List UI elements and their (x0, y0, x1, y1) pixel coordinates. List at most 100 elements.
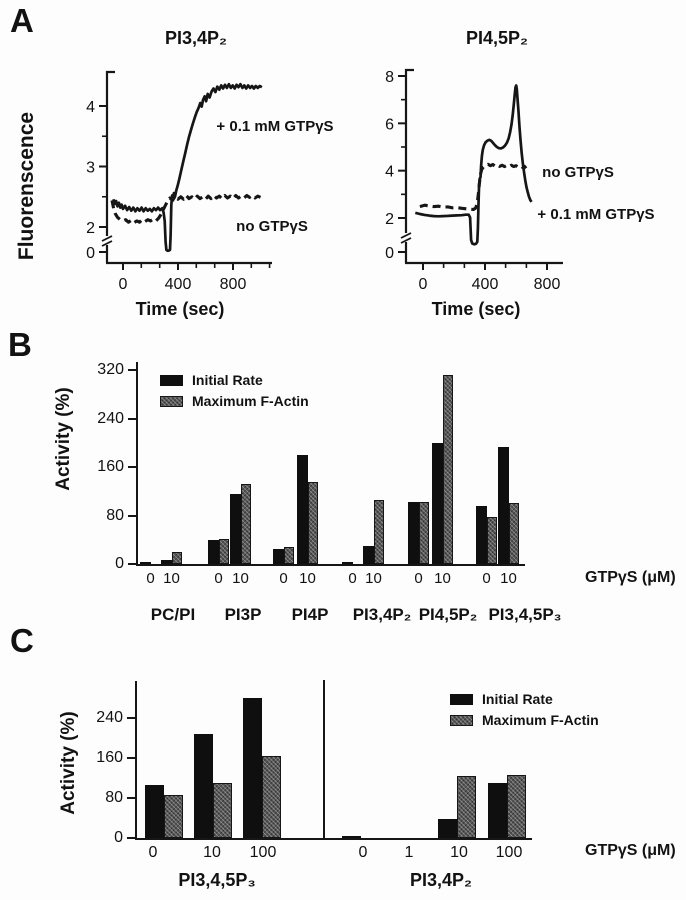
bar-initial-rate (140, 562, 151, 564)
lipid-group-label: PI3P (224, 605, 262, 624)
dose-label: 0 (146, 570, 155, 587)
y-tick (128, 514, 136, 517)
bar-max-f-actin (373, 500, 384, 564)
x-tick-label: 0 (119, 276, 128, 293)
y-tick (128, 563, 136, 565)
dose-label: 100 (495, 844, 523, 861)
y-tick-label: 240 (96, 709, 123, 726)
y-tick (127, 837, 135, 839)
y-tick (127, 717, 135, 719)
bar-initial-rate (432, 443, 443, 564)
x-tick-label: 800 (534, 276, 561, 293)
bar-initial-rate (342, 836, 361, 838)
bar-initial-rate (208, 540, 219, 564)
y-tick (127, 757, 135, 759)
bar-max-f-actin (240, 484, 251, 564)
dose-label: 0 (348, 570, 357, 587)
bar-max-f-actin (218, 539, 229, 564)
y-tick-label: 80 (106, 506, 124, 524)
bar-max-f-actin (486, 517, 497, 564)
dose-label: 10 (299, 570, 316, 587)
bar-max-f-actin (262, 756, 281, 838)
bar-max-f-actin (457, 776, 476, 838)
bar-max-f-actin (508, 503, 519, 564)
x-tick-label: 800 (220, 276, 247, 293)
annotation-no-gtpys-left: no GTPγS (236, 218, 308, 235)
x-tick-label: 0 (419, 276, 428, 293)
panel-c-label: C (10, 622, 34, 659)
legend-swatch-initial-rate (450, 693, 473, 705)
y-tick (128, 369, 136, 372)
c-divider-line (323, 680, 325, 840)
y-tick-label: 0 (86, 245, 95, 262)
c-legend: Initial Rate Maximum F-Actin (450, 691, 599, 734)
lipid-group-label: PI3,4,5P₃ (178, 870, 256, 890)
plot-axes (105, 70, 272, 265)
dose-label: 10 (500, 570, 517, 587)
trace-gtpys (112, 82, 263, 253)
legend-label-max-f-actin: Maximum F-Actin (192, 393, 309, 409)
annotation-gtpys-left: + 0.1 mM GTPγS (216, 118, 334, 135)
bar-max-f-actin (418, 502, 429, 564)
lipid-group-label: PI3,4P₂ (409, 870, 473, 890)
bar-initial-rate (194, 734, 213, 838)
y-tick-label: 0 (114, 829, 123, 846)
panel-a-label: A (10, 2, 34, 39)
dose-label: 10 (203, 844, 221, 861)
bar-initial-rate (243, 698, 262, 838)
y-tick-label: 160 (97, 458, 124, 476)
legend-label-initial-rate: Initial Rate (192, 372, 263, 388)
y-tick-label: 8 (385, 69, 394, 86)
dose-label: 0 (148, 844, 158, 861)
lipid-group-label: PI4,5P₂ (418, 605, 478, 624)
gtpys-x-axis-label-c: GTPγS (μM) (585, 842, 676, 859)
lipid-group-label: PI4P (291, 605, 329, 624)
y-tick-label: 2 (86, 220, 95, 237)
c-x-axis-line (135, 838, 532, 840)
fluorescence-plot-pi45p2: 0 2 4 6 8 0 400 800 (385, 68, 563, 293)
time-x-axis-label-right: Time (sec) (431, 299, 521, 319)
y-tick-label: 80 (105, 789, 123, 806)
bar-initial-rate (161, 560, 172, 564)
bar-initial-rate (297, 455, 308, 564)
legend-swatch-max-f-actin (160, 395, 183, 407)
bar-max-f-actin (171, 552, 182, 564)
bar-initial-rate (498, 447, 509, 564)
gtpys-x-axis-label-b: GTPγS (μM) (585, 569, 676, 586)
bar-initial-rate (363, 546, 374, 564)
b-legend: Initial Rate Maximum F-Actin (160, 372, 309, 415)
bar-max-f-actin (283, 547, 294, 564)
dose-label: 10 (450, 844, 468, 861)
time-x-axis-label-left: Time (sec) (135, 299, 225, 319)
bar-initial-rate (476, 506, 487, 564)
bar-max-f-actin (164, 795, 183, 838)
lipid-group-label: PI3,4,5P₃ (488, 605, 562, 624)
y-tick (127, 797, 135, 799)
y-tick-label: 240 (97, 409, 124, 427)
x-tick-label: 400 (165, 276, 192, 293)
trace-no-gtpys (419, 162, 528, 212)
bar-max-f-actin (307, 482, 318, 564)
trace-no-gtpys (110, 193, 262, 225)
y-tick (128, 466, 136, 469)
y-tick-label: 0 (115, 555, 124, 572)
x-tick-label: 400 (472, 276, 499, 293)
c-y-axis-line (135, 681, 137, 840)
y-tick-label: 4 (86, 99, 95, 116)
bar-initial-rate (230, 494, 241, 564)
trace-gtpys (414, 84, 533, 246)
dose-label: 0 (358, 844, 368, 861)
y-tick-label: 4 (385, 164, 394, 181)
y-tick-label: 160 (96, 749, 123, 766)
bar-initial-rate (342, 562, 353, 564)
lipid-group-label: PC/PI (150, 605, 196, 624)
annotation-no-gtpys-right: no GTPγS (542, 164, 614, 181)
legend-swatch-initial-rate (160, 374, 183, 386)
dose-label: 100 (249, 844, 277, 861)
dose-label: 10 (365, 570, 382, 587)
bar-initial-rate (145, 785, 164, 838)
plot-a1-title: PI3,4P₂ (164, 28, 228, 48)
